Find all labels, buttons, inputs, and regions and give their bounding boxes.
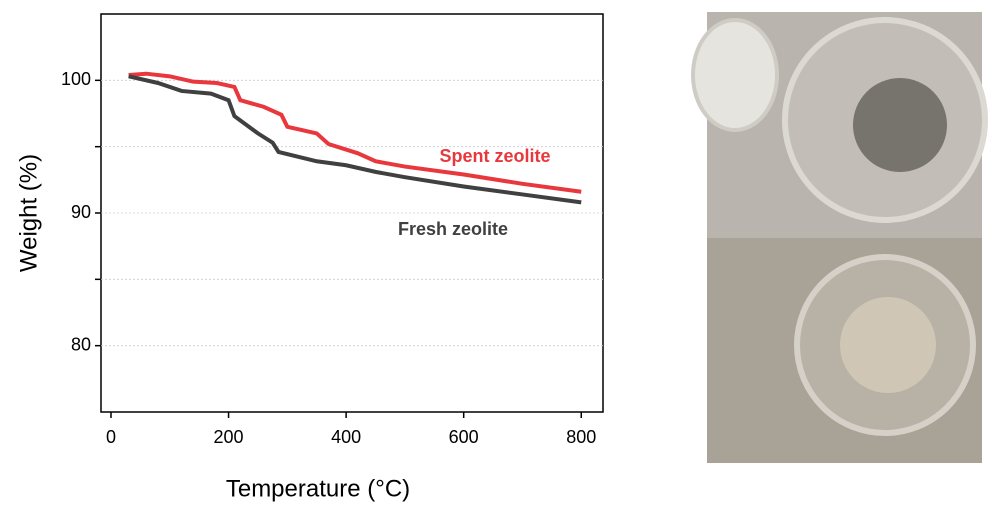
series-label: Spent zeolite: [439, 146, 550, 166]
data-line: [128, 71, 582, 194]
photo-top: [691, 12, 988, 238]
y-axis-label: Weight (%): [15, 154, 42, 272]
y-tick-label: 90: [71, 202, 91, 222]
plot-frame: [100, 13, 604, 413]
series-label: Fresh zeolite: [398, 219, 508, 239]
x-axis-label: Temperature (°C): [226, 475, 410, 502]
y-tick-label: 100: [61, 69, 91, 89]
y-tick-label: 80: [71, 334, 91, 354]
x-tick-label: 800: [566, 427, 596, 447]
x-tick-label: 600: [449, 427, 479, 447]
photo-bottom: [707, 238, 982, 463]
x-tick-label: 400: [331, 427, 361, 447]
x-tick-label: 200: [214, 427, 244, 447]
x-tick-label: 0: [106, 427, 116, 447]
data-line: [128, 74, 582, 205]
